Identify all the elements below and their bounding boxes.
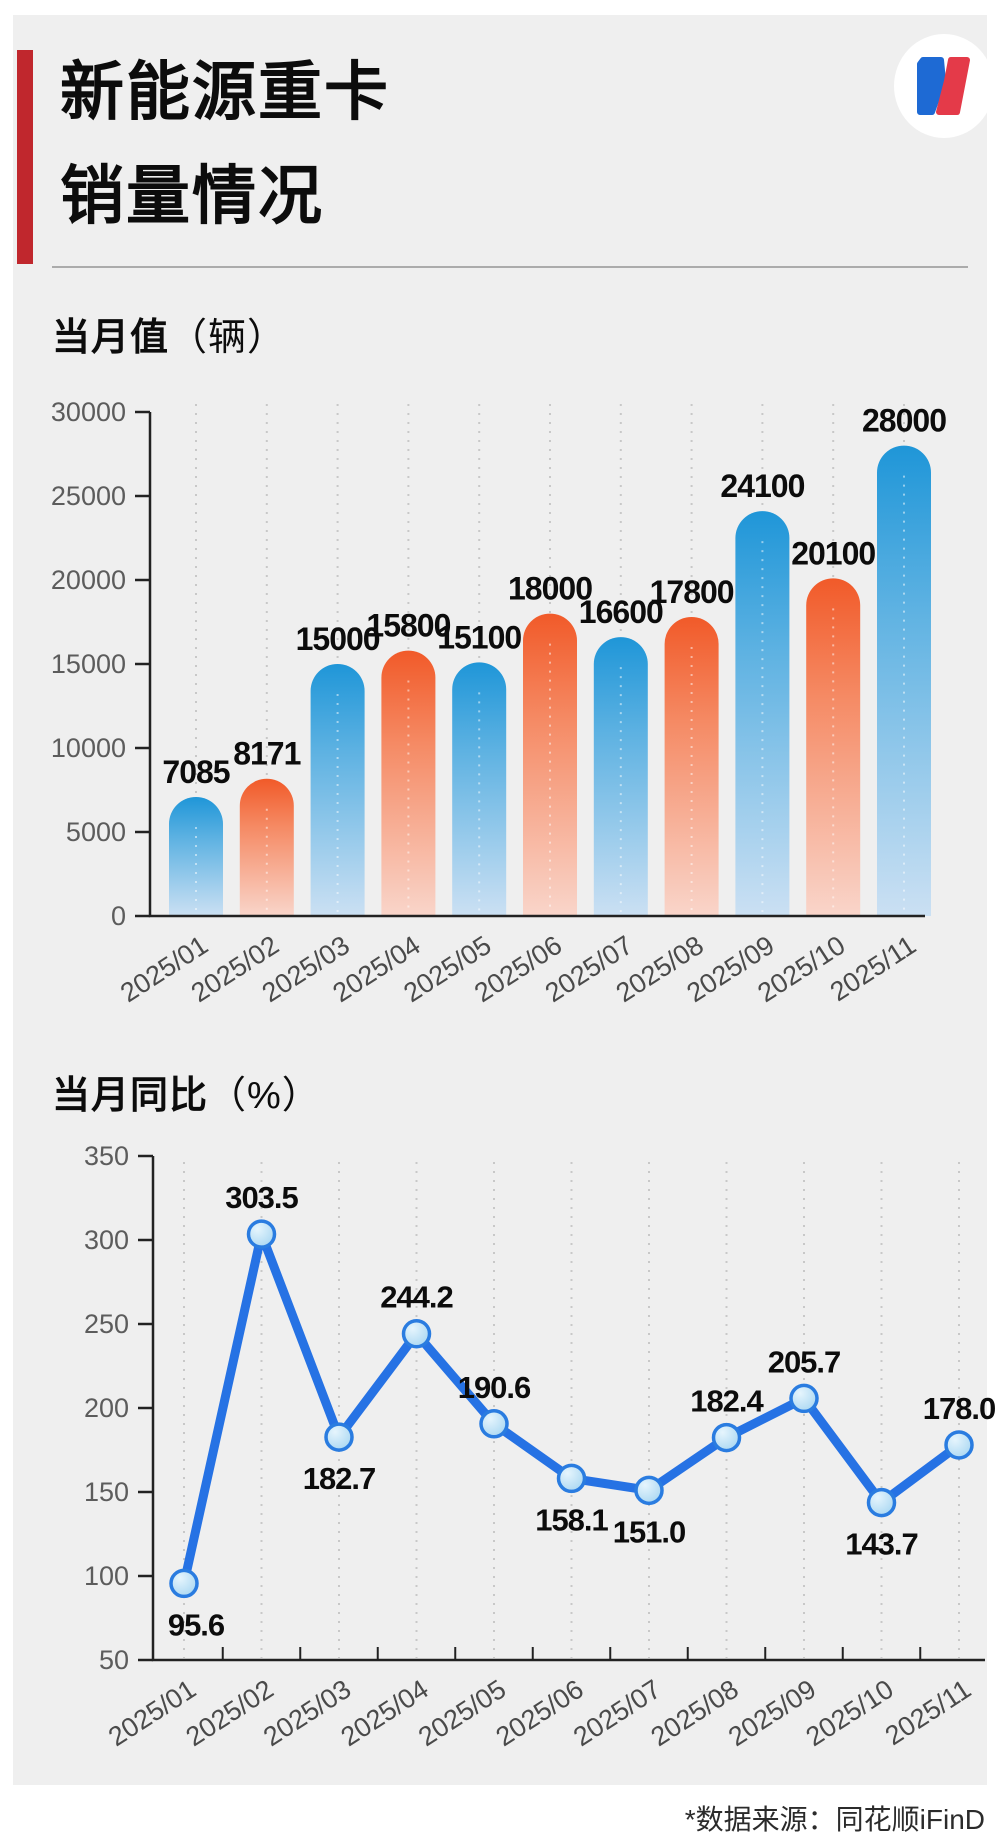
bar-value-label: 24100 xyxy=(720,468,804,504)
line-x-label: 2025/08 xyxy=(646,1674,744,1752)
line-value-label: 178.0 xyxy=(923,1391,996,1426)
line-y-tick: 300 xyxy=(84,1225,129,1255)
data-point-2025/09 xyxy=(789,1383,819,1414)
line-x-label: 2025/11 xyxy=(880,1674,977,1751)
line-gridlines xyxy=(183,1162,960,1658)
page-title: 新能源重卡 销量情况 xyxy=(60,40,390,248)
bar-y-tick: 10000 xyxy=(51,733,126,763)
line-markers xyxy=(169,1219,974,1599)
line-value-label: 151.0 xyxy=(613,1514,686,1549)
line-value-label: 158.1 xyxy=(535,1502,608,1537)
bar-value-label: 8171 xyxy=(233,736,300,772)
data-point-2025/02 xyxy=(246,1219,277,1249)
data-point-2025/06 xyxy=(556,1463,587,1494)
line-x-label: 2025/03 xyxy=(258,1674,356,1752)
bar-value-label: 15000 xyxy=(296,621,380,657)
line-value-label: 182.7 xyxy=(303,1461,376,1496)
bar-y-tick: 5000 xyxy=(66,817,126,847)
data-source-note: *数据来源：同花顺iFinD xyxy=(684,1804,985,1835)
line-value-label: 182.4 xyxy=(690,1384,764,1419)
bar-y-tick-labels: 0 5000 10000 15000 20000 25000 30000 xyxy=(51,397,126,931)
data-point-2025/04 xyxy=(401,1318,432,1349)
bar-value-label: 17800 xyxy=(650,574,734,610)
line-x-label: 2025/04 xyxy=(336,1674,434,1752)
data-point-2025/08 xyxy=(711,1422,742,1453)
line-y-tick: 350 xyxy=(84,1141,129,1171)
bar-value-label: 18000 xyxy=(508,571,592,607)
line-y-tick: 50 xyxy=(99,1645,129,1675)
monthly-yoy-line-chart: 50 100 150 200 250 300 350 95.6 303.5 182.7 244.2 1… xyxy=(84,1141,996,1752)
title-accent-bar xyxy=(17,50,33,264)
line-chart-title: 当月同比（%） xyxy=(52,1064,321,1119)
line-value-label: 95.6 xyxy=(168,1607,225,1642)
bar-2025/03 xyxy=(310,664,365,916)
line-x-label: 2025/10 xyxy=(801,1674,899,1752)
bar-x-labels: 2025/012025/022025/032025/042025/052025/… xyxy=(115,930,921,1008)
line-axes xyxy=(138,1154,985,1662)
line-y-tick: 250 xyxy=(84,1309,129,1339)
bar-value-label: 16600 xyxy=(579,594,663,630)
header-divider xyxy=(52,266,968,268)
line-value-labels: 95.6 303.5 182.7 244.2 190.6 158.1 151.0 182.42… xyxy=(168,1180,996,1642)
line-value-label: 205.7 xyxy=(768,1344,841,1379)
line-y-tick-labels: 50 100 150 200 250 300 350 xyxy=(84,1141,129,1675)
line-value-label: 190.6 xyxy=(458,1370,531,1405)
bar-y-tick: 0 xyxy=(111,901,126,931)
bar-2025/08 xyxy=(664,616,719,916)
bar-value-label: 15800 xyxy=(366,608,450,644)
line-x-label: 2025/02 xyxy=(181,1674,279,1752)
line-y-tick: 150 xyxy=(84,1477,129,1507)
line-x-label: 2025/06 xyxy=(491,1674,589,1752)
line-value-label: 244.2 xyxy=(380,1280,453,1315)
bar-2025/05 xyxy=(452,662,507,916)
bar-2025/10 xyxy=(806,578,861,916)
bar-y-tick: 15000 xyxy=(51,649,126,679)
bar-value-label: 15100 xyxy=(437,619,521,655)
bar-chart-title-unit: （辆） xyxy=(169,317,287,359)
bar-chart-title: 当月值（辆） xyxy=(52,306,286,361)
brand-logo-svg xyxy=(894,34,994,138)
bar-chart-title-text: 当月值 xyxy=(52,317,170,359)
line-value-label: 303.5 xyxy=(225,1180,298,1215)
line-x-label: 2025/01 xyxy=(103,1674,201,1752)
logo-blue-shape xyxy=(917,57,946,115)
data-point-2025/11 xyxy=(944,1430,974,1460)
data-point-2025/05 xyxy=(479,1409,509,1439)
bar-2025/11 xyxy=(877,445,931,916)
data-point-2025/07 xyxy=(634,1475,664,1506)
brand-logo-icon xyxy=(893,33,995,139)
bar-y-tick: 20000 xyxy=(51,565,126,595)
page-title-line2: 销量情况 xyxy=(60,160,324,232)
bar-2025/01 xyxy=(169,796,223,916)
line-y-tick: 100 xyxy=(84,1561,129,1591)
line-x-labels: 2025/012025/022025/032025/042025/052025/… xyxy=(103,1674,976,1752)
bar-axes xyxy=(135,410,925,918)
bar-y-tick: 25000 xyxy=(51,481,126,511)
line-x-label: 2025/09 xyxy=(723,1674,821,1752)
bar-y-tick: 30000 xyxy=(51,397,126,427)
bar-2025/02 xyxy=(239,778,294,916)
bar-2025/04 xyxy=(381,650,436,916)
bar-value-label: 7085 xyxy=(162,754,229,790)
bar-value-label: 28000 xyxy=(862,403,946,439)
bar-overlay-dots xyxy=(195,475,905,912)
logo-red-shape xyxy=(936,57,970,115)
line-x-label: 2025/07 xyxy=(568,1674,666,1752)
line-chart-title-text: 当月同比 xyxy=(52,1075,209,1117)
page-title-line1: 新能源重卡 xyxy=(60,56,390,128)
bar-value-label: 20100 xyxy=(791,535,875,571)
bar-2025/06 xyxy=(523,613,577,916)
data-point-2025/03 xyxy=(324,1422,354,1452)
line-x-label: 2025/05 xyxy=(413,1674,511,1752)
data-point-2025/01 xyxy=(169,1568,199,1599)
data-point-2025/10 xyxy=(866,1487,897,1518)
line-y-tick: 200 xyxy=(84,1393,129,1423)
line-value-label: 143.7 xyxy=(845,1527,918,1562)
line-chart-title-unit: （%） xyxy=(208,1075,321,1117)
